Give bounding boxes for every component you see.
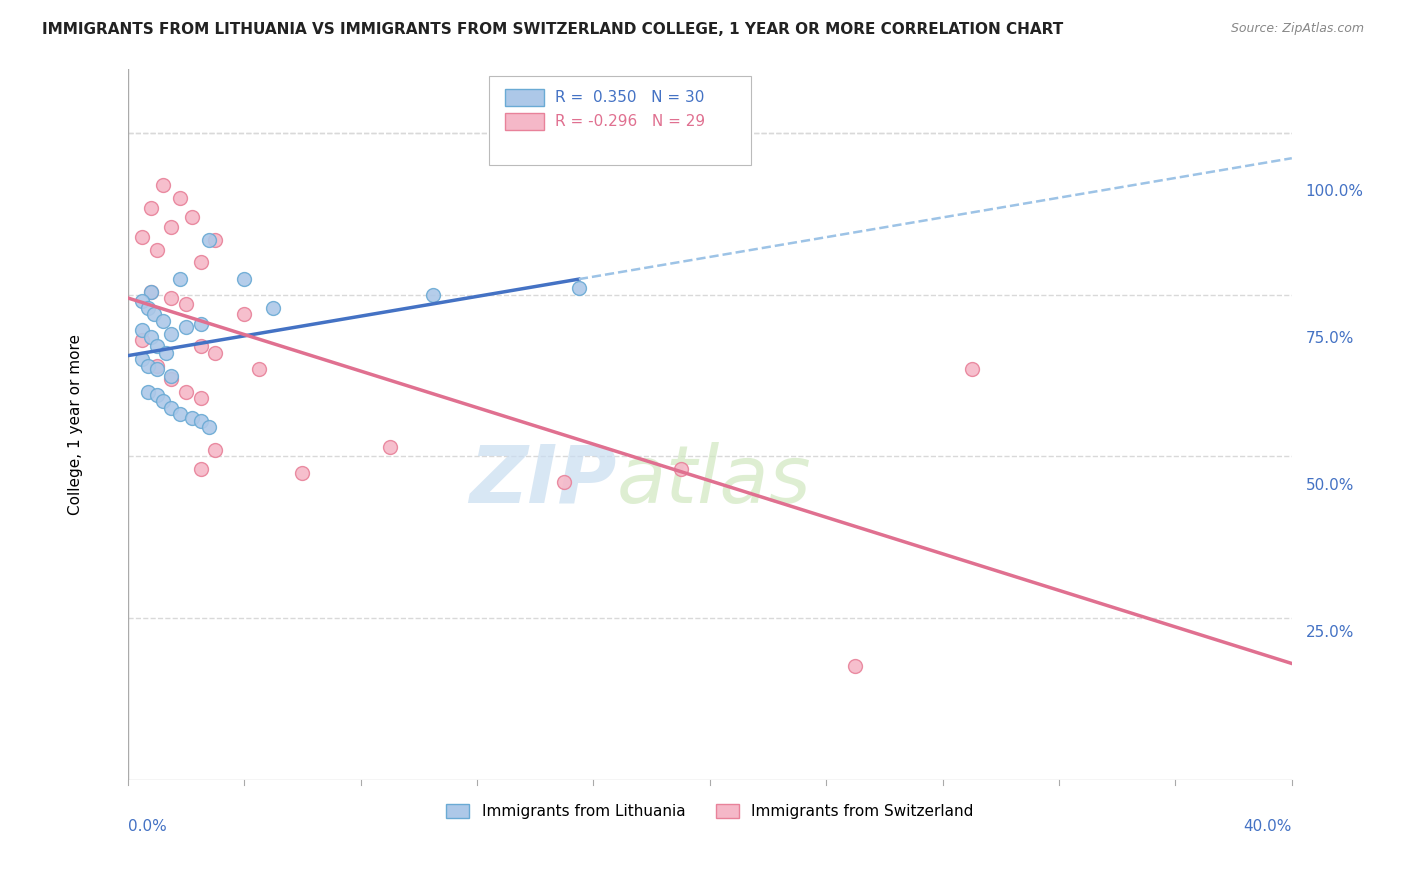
Point	[180, 211, 202, 225]
Point	[204, 233, 226, 247]
Point	[146, 388, 169, 402]
Point	[960, 362, 983, 376]
Point	[131, 229, 153, 244]
Text: College, 1 year or more: College, 1 year or more	[67, 334, 83, 515]
Text: R =  0.350   N = 30: R = 0.350 N = 30	[555, 90, 704, 105]
Text: 75.0%: 75.0%	[1306, 331, 1354, 346]
Point	[291, 466, 314, 480]
Text: 25.0%: 25.0%	[1306, 625, 1354, 640]
Point	[204, 346, 226, 360]
Point	[180, 410, 202, 425]
Point	[131, 352, 153, 367]
Point	[169, 408, 191, 422]
Point	[131, 333, 153, 347]
Point	[262, 301, 284, 315]
Point	[174, 384, 197, 399]
Point	[190, 391, 212, 405]
Point	[160, 368, 183, 383]
Point	[160, 326, 183, 341]
Text: Source: ZipAtlas.com: Source: ZipAtlas.com	[1230, 22, 1364, 36]
Point	[160, 219, 183, 234]
Point	[247, 362, 270, 376]
Point	[146, 359, 169, 373]
Point	[233, 307, 256, 321]
Point	[190, 317, 212, 331]
Point	[669, 462, 692, 476]
Text: R = -0.296   N = 29: R = -0.296 N = 29	[555, 114, 704, 129]
Point	[136, 384, 159, 399]
Point	[553, 475, 575, 490]
Text: 40.0%: 40.0%	[1243, 819, 1292, 834]
FancyBboxPatch shape	[489, 76, 751, 164]
Point	[190, 414, 212, 428]
Point	[131, 294, 153, 309]
Point	[174, 297, 197, 311]
FancyBboxPatch shape	[505, 113, 544, 130]
Point	[139, 201, 162, 215]
Point	[160, 401, 183, 415]
Point	[136, 359, 159, 373]
FancyBboxPatch shape	[505, 89, 544, 106]
Point	[422, 287, 444, 301]
Point	[844, 659, 866, 673]
Point	[131, 323, 153, 337]
Point	[139, 330, 162, 344]
Point	[378, 440, 401, 454]
Point	[152, 178, 174, 192]
Point	[160, 372, 183, 386]
Point	[143, 307, 166, 321]
Point	[204, 442, 226, 457]
Point	[146, 339, 169, 353]
Point	[169, 271, 191, 285]
Text: 0.0%: 0.0%	[128, 819, 166, 834]
Point	[568, 281, 591, 295]
Point	[160, 291, 183, 305]
Point	[152, 394, 174, 409]
Text: 50.0%: 50.0%	[1306, 478, 1354, 493]
Point	[190, 462, 212, 476]
Point	[190, 339, 212, 353]
Point	[198, 233, 221, 247]
Text: atlas: atlas	[617, 442, 811, 520]
Text: 100.0%: 100.0%	[1306, 185, 1364, 200]
Point	[139, 285, 162, 299]
Point	[233, 271, 256, 285]
Point	[198, 420, 221, 434]
Point	[136, 301, 159, 315]
Point	[169, 191, 191, 205]
Point	[152, 313, 174, 327]
Text: ZIP: ZIP	[470, 442, 617, 520]
Text: IMMIGRANTS FROM LITHUANIA VS IMMIGRANTS FROM SWITZERLAND COLLEGE, 1 YEAR OR MORE: IMMIGRANTS FROM LITHUANIA VS IMMIGRANTS …	[42, 22, 1063, 37]
Point	[139, 285, 162, 299]
Point	[190, 255, 212, 269]
Legend: Immigrants from Lithuania, Immigrants from Switzerland: Immigrants from Lithuania, Immigrants fr…	[440, 798, 980, 825]
Point	[174, 320, 197, 334]
Point	[146, 243, 169, 257]
Point	[155, 346, 177, 360]
Point	[146, 362, 169, 376]
